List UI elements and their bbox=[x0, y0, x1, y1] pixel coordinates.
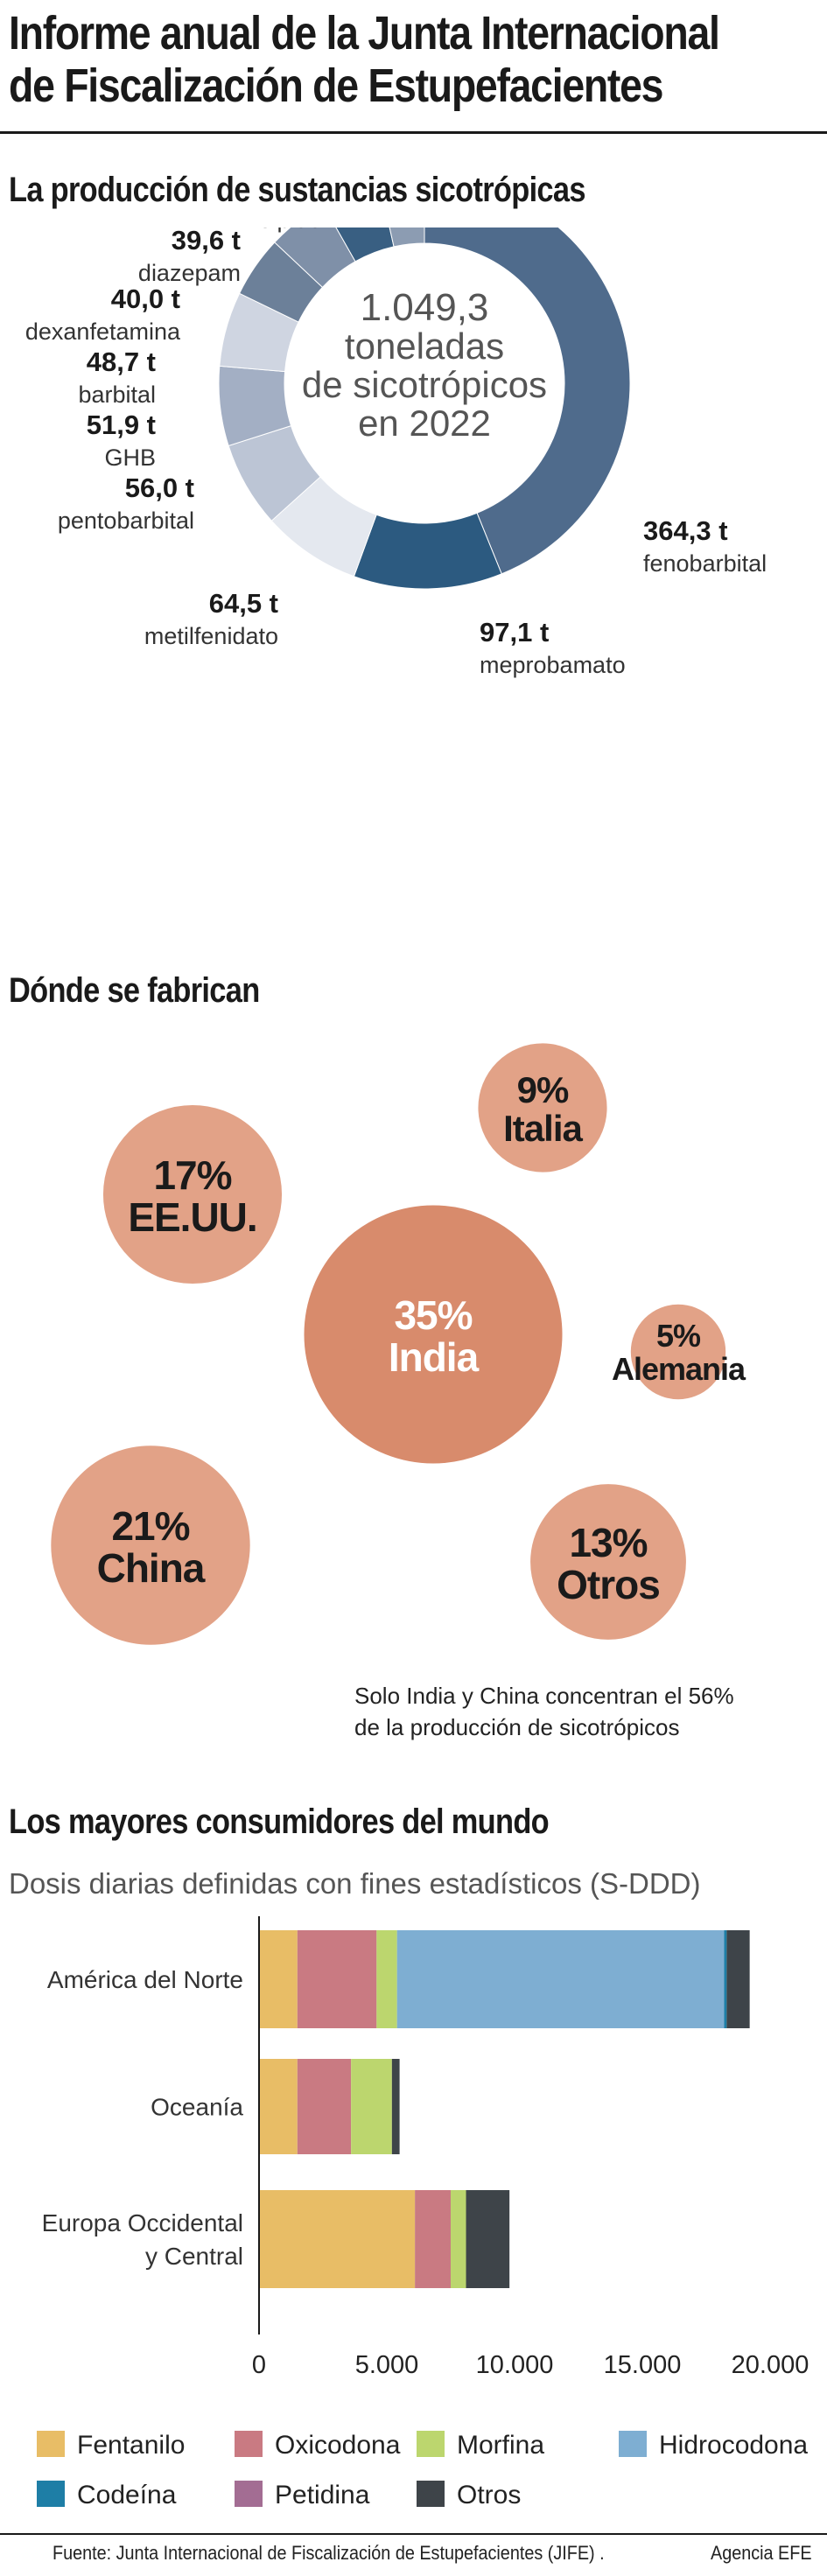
legend-swatch-petidina bbox=[235, 2481, 263, 2507]
donut-value-meprobamato: 97,1 t bbox=[480, 617, 549, 648]
bubble-italia bbox=[473, 1039, 612, 1177]
legend-label-fentanilo: Fentanilo bbox=[77, 2431, 185, 2460]
donut-label-dexanfetamina: dexanfetamina bbox=[25, 318, 181, 345]
legend-label-otros: Otros bbox=[457, 2481, 521, 2510]
bar-category-oceania: Oceanía bbox=[151, 2094, 243, 2121]
donut-label-diazepam: diazepam bbox=[138, 260, 241, 286]
consumers-subtitle: Dosis diarias definidas con fines estadí… bbox=[9, 1867, 701, 1900]
donut-center-line1: 1.049,3 bbox=[361, 286, 489, 329]
footer-source: Fuente: Junta Internacional de Fiscaliza… bbox=[53, 2542, 605, 2564]
bar-segment-oceania-oxicodona bbox=[297, 2059, 352, 2154]
title-rule bbox=[0, 131, 827, 134]
manufacture-note: Solo India y China concentran el 56% de … bbox=[354, 1680, 734, 1743]
legend-swatch-oxicodona bbox=[235, 2431, 263, 2457]
page-title-line2: de Fiscalización de Estupefacientes bbox=[9, 60, 663, 112]
donut-chart: 364,3 t fenobarbital 97,1 t meprobamato 64,5… bbox=[25, 228, 767, 678]
section-title-production: La producción de sustancias sicotrópicas bbox=[9, 171, 585, 209]
donut-value-metilfenidato: 64,5 t bbox=[209, 588, 278, 619]
bar-segment-america-del-norte-codeina bbox=[724, 1930, 727, 2028]
donut-value-ghb: 51,9 t bbox=[87, 410, 156, 440]
legend-label-petidina: Petidina bbox=[275, 2481, 370, 2510]
legend-swatch-hidrocodona bbox=[619, 2431, 647, 2457]
bubble-chart: 21%China 17%EE.UU. 13%Otros 9%Italia 5%Alema… bbox=[46, 1039, 747, 1649]
legend-label-codeina: Codeína bbox=[77, 2481, 177, 2510]
page-title: Informe anual de la Junta Internacional … bbox=[9, 7, 720, 112]
legend-label-hidrocodona: Hidrocodona bbox=[659, 2431, 808, 2460]
bubble-otros bbox=[526, 1480, 690, 1644]
bubble-label-india: India bbox=[389, 1334, 480, 1380]
bar-segment-europa-occidental-otros bbox=[466, 2190, 510, 2288]
bubble-pct-ee-uu: 17% bbox=[153, 1152, 231, 1198]
bar-segment-oceania-morfina bbox=[351, 2059, 392, 2154]
bubble-india bbox=[299, 1200, 567, 1468]
bar-x-tick-3: 15.000 bbox=[604, 2351, 682, 2379]
donut-value-dexanfetamina: 40,0 t bbox=[111, 284, 180, 314]
bar-segment-america-del-norte-morfina bbox=[376, 1930, 397, 2028]
bar-segment-america-del-norte-fentanilo bbox=[259, 1930, 298, 2028]
bar-segment-europa-occidental-oxicodona bbox=[415, 2190, 451, 2288]
bubble-pct-otros: 13% bbox=[569, 1520, 647, 1565]
donut-label-ghb: GHB bbox=[104, 444, 156, 471]
bar-segment-oceania-otros bbox=[391, 2059, 400, 2154]
donut-value-pentobarbital: 56,0 t bbox=[125, 472, 194, 503]
legend-swatch-fentanilo bbox=[37, 2431, 65, 2457]
bubble-label-ee-uu: EE.UU. bbox=[128, 1194, 256, 1240]
bar-x-tick-2: 10.000 bbox=[476, 2351, 554, 2379]
bubble-label-otros: Otros bbox=[557, 1562, 660, 1607]
bar-segment-america-del-norte-hidrocodona bbox=[396, 1930, 725, 2028]
donut-center-line2: toneladas bbox=[345, 326, 504, 367]
section-title-manufacture: Dónde se fabrican bbox=[9, 971, 260, 1010]
donut-slice-fenobarbital bbox=[424, 228, 631, 575]
bubble-label-italia: Italia bbox=[503, 1108, 583, 1149]
bubble-pct-china: 21% bbox=[111, 1503, 189, 1549]
bar-segment-europa-occidental-morfina bbox=[451, 2190, 466, 2288]
donut-value-fenobarbital: 364,3 t bbox=[643, 515, 728, 546]
bar-category-america-del-norte: América del Norte bbox=[47, 1966, 243, 1993]
legend-swatch-otros bbox=[417, 2481, 445, 2507]
bubble-pct-india: 35% bbox=[394, 1292, 472, 1338]
donut-slice-fentermina bbox=[389, 228, 425, 248]
page-title-line1: Informe anual de la Junta Internacional bbox=[9, 7, 720, 60]
bubble-china bbox=[46, 1441, 255, 1649]
bar-category-europa-occidental-line1: Europa Occidental bbox=[42, 2209, 243, 2236]
bubble-alemania bbox=[626, 1299, 731, 1404]
donut-value-barbital: 48,7 t bbox=[87, 346, 156, 377]
donut-slice-meprobamato bbox=[353, 512, 502, 590]
donut-center-line4: en 2022 bbox=[358, 402, 491, 444]
bar-x-tick-1: 5.000 bbox=[355, 2351, 419, 2379]
footer-agency: Agencia EFE bbox=[711, 2542, 812, 2564]
donut-center-line3: de sicotrópicos bbox=[302, 364, 547, 405]
bar-x-tick-4: 20.000 bbox=[732, 2351, 809, 2379]
bar-category-europa-occidental-line2: y Central bbox=[145, 2243, 243, 2270]
bubble-pct-italia: 9% bbox=[517, 1069, 569, 1110]
bubble-pct-alemania: 5% bbox=[656, 1318, 701, 1354]
donut-label-zolpidem: zolpidem bbox=[247, 228, 341, 233]
donut-label-barbital: barbital bbox=[78, 382, 156, 408]
legend-label-oxicodona: Oxicodona bbox=[275, 2431, 401, 2460]
donut-value-diazepam: 39,6 t bbox=[172, 228, 241, 256]
bar-segment-europa-occidental-fentanilo bbox=[259, 2190, 416, 2288]
legend-swatch-morfina bbox=[417, 2431, 445, 2457]
donut-label-metilfenidato: metilfenidato bbox=[144, 623, 278, 649]
bubble-ee-uu bbox=[98, 1100, 287, 1289]
donut-label-pentobarbital: pentobarbital bbox=[58, 508, 194, 534]
bar-segment-america-del-norte-otros bbox=[726, 1930, 750, 2028]
manufacture-note-line2: de la producción de sicotrópicos bbox=[354, 1714, 680, 1740]
bubble-label-china: China bbox=[97, 1545, 206, 1591]
legend-swatch-codeina bbox=[37, 2481, 65, 2507]
footer-rule bbox=[0, 2533, 827, 2535]
stacked-bar-chart: América del Norte Oceanía Europa Occidenta… bbox=[37, 1916, 809, 2510]
donut-label-meprobamato: meprobamato bbox=[480, 652, 626, 678]
donut-slice-zolpidem bbox=[335, 228, 395, 262]
bar-segment-america-del-norte-oxicodona bbox=[297, 1930, 377, 2028]
bar-segment-oceania-fentanilo bbox=[259, 2059, 298, 2154]
manufacture-note-line1: Solo India y China concentran el 56% bbox=[354, 1683, 734, 1709]
legend-label-morfina: Morfina bbox=[457, 2431, 544, 2460]
section-title-consumers: Los mayores consumidores del mundo bbox=[9, 1802, 550, 1841]
donut-label-fenobarbital: fenobarbital bbox=[643, 550, 767, 577]
bar-x-tick-0: 0 bbox=[252, 2351, 266, 2379]
bubble-label-alemania: Alemania bbox=[612, 1351, 746, 1387]
